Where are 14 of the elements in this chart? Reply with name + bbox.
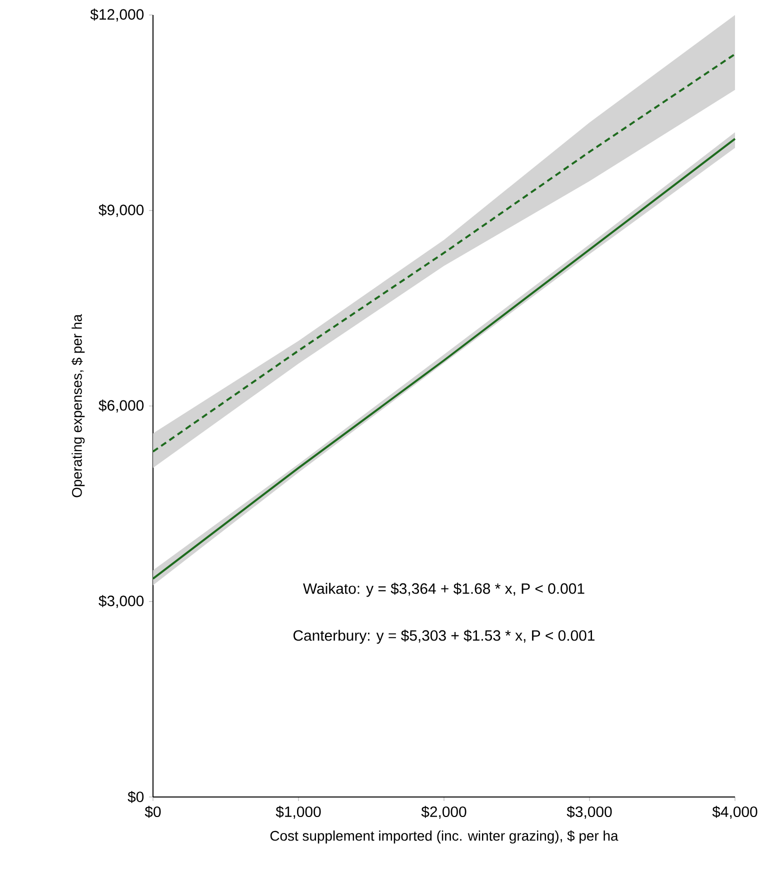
y-tick-label: $3,000 (98, 595, 144, 608)
x-tick-label: $2,000 (421, 806, 466, 819)
y-tick-label: $0 (128, 790, 144, 804)
x-axis-title: Cost supplement imported (inc. winter grazing), $ per ha (270, 830, 618, 844)
y-tick-label: $12,000 (90, 8, 144, 22)
y-axis-title: Operating expenses, $ per ha (71, 314, 85, 498)
y-tick-label: $6,000 (98, 400, 144, 412)
x-tick-label: $1,000 (276, 806, 321, 819)
x-tick-label: $4,000 (712, 806, 758, 819)
x-tick-label: $3,000 (566, 806, 612, 819)
annotation: Canterbury: y = $5,303 + $1.53 * x, P < 0.001 (294, 630, 594, 644)
x-tick-label: $0 (144, 806, 161, 818)
annotation: Waikato: y = $3,364 + $1.68 * x, P < 0.001 (303, 582, 584, 597)
y-tick-label: $9,000 (98, 204, 144, 217)
